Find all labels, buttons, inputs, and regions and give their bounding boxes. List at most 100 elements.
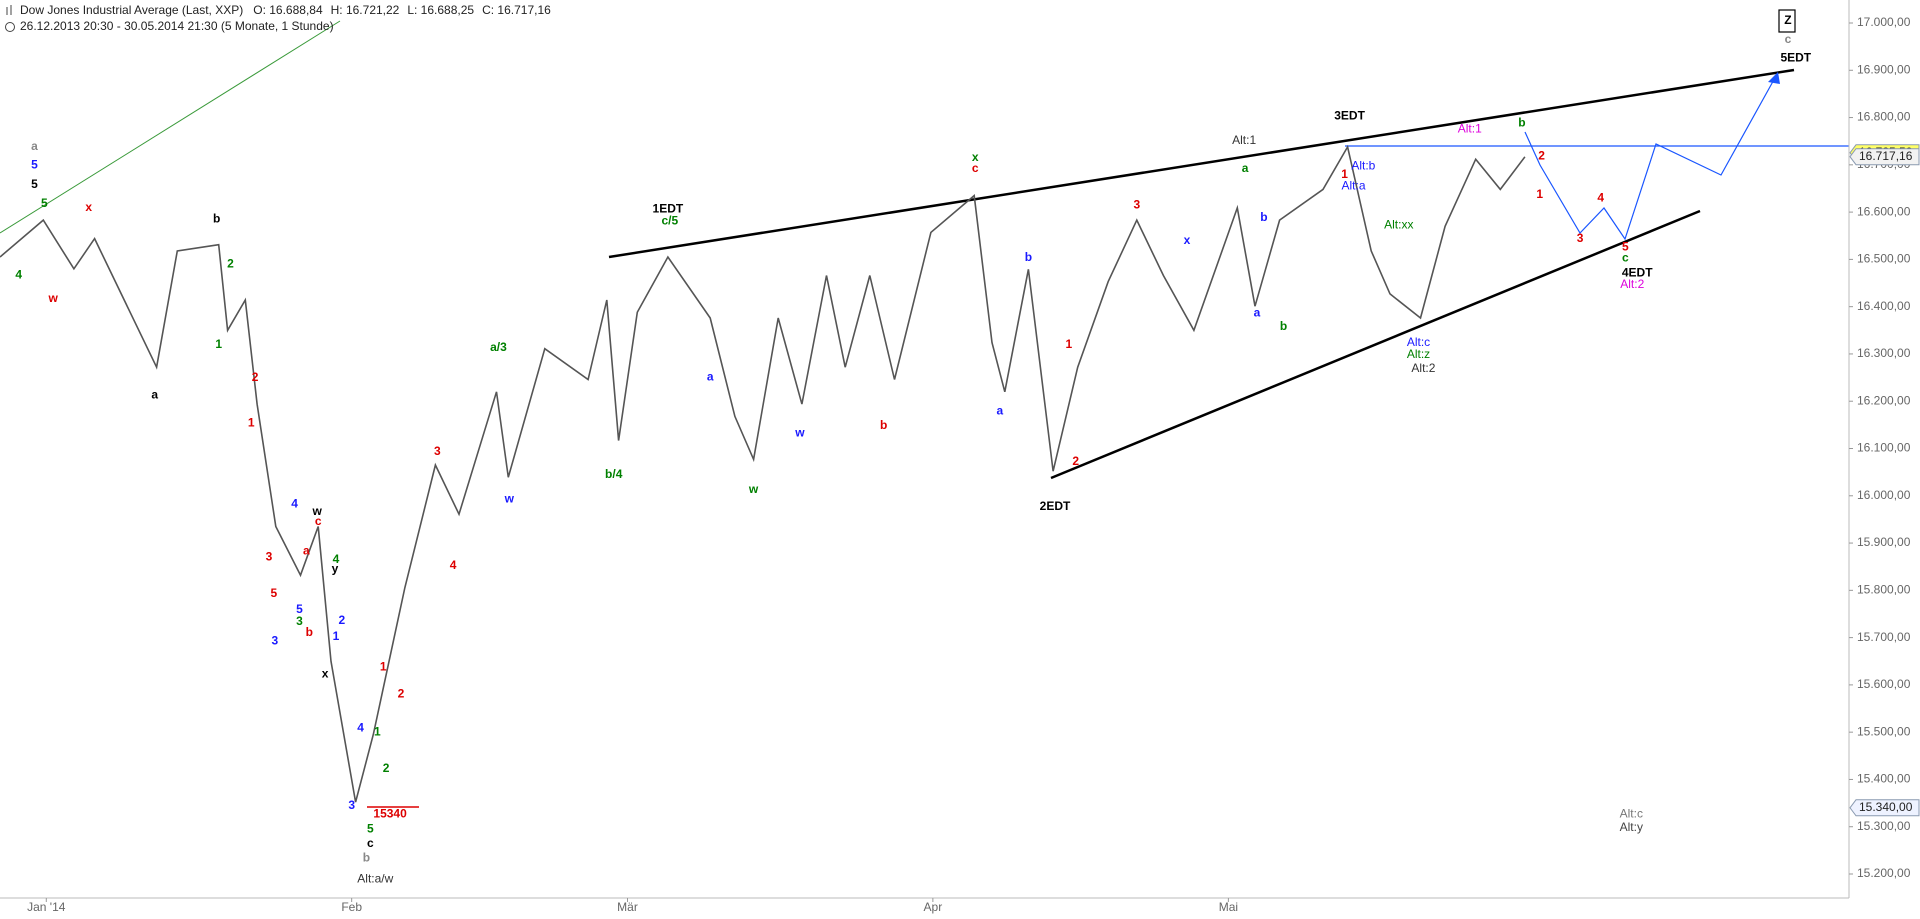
wave-label: 4 — [291, 496, 298, 510]
icons — [5, 5, 15, 32]
wave-label: 3 — [266, 549, 273, 563]
ohlc-label: H: 16.721,22 — [331, 3, 400, 17]
wave-label: a — [31, 139, 38, 153]
wave-label: 5 — [31, 157, 38, 171]
wave-label: 3 — [348, 798, 355, 812]
wave-label: x — [85, 200, 92, 214]
wave-label: c — [972, 161, 979, 175]
wave-label: x — [322, 667, 329, 681]
wave-label: 4EDT — [1622, 265, 1653, 279]
wave-label: x — [972, 150, 979, 164]
wave-label: 2 — [383, 761, 390, 775]
wave-label: c — [1785, 32, 1792, 46]
wave-label: a/3 — [490, 340, 507, 354]
y-tick-label: 15.600,00 — [1857, 677, 1911, 691]
y-tick-label: 15.500,00 — [1857, 724, 1911, 738]
wave-label: b — [1280, 319, 1287, 333]
subtitle: 26.12.2013 20:30 - 30.05.2014 21:30 (5 M… — [20, 19, 334, 33]
price-tag: 16.717,16 — [1849, 148, 1920, 166]
y-tick-label: 16.600,00 — [1857, 204, 1911, 218]
wave-label: 3 — [1133, 198, 1140, 212]
wave-label: a — [1254, 305, 1261, 319]
wave-label: a — [1242, 161, 1249, 175]
wave-label: 3 — [1577, 231, 1584, 245]
wave-label: 3EDT — [1334, 108, 1365, 122]
y-tick-label: 17.000,00 — [1857, 15, 1911, 29]
triangle-lower — [1050, 209, 1701, 480]
y-tick-label: 15.400,00 — [1857, 772, 1911, 786]
wave-label: x — [1184, 233, 1191, 247]
wave-label: 3 — [296, 614, 303, 628]
wave-label: Alt:b — [1351, 158, 1375, 172]
price-line — [0, 144, 1526, 803]
price-tag-label: 16.717,16 — [1859, 149, 1913, 163]
wave-label: 2 — [398, 687, 405, 701]
wave-label: 1 — [1536, 187, 1543, 201]
x-tick-label: Apr — [924, 900, 943, 914]
wave-label: 2 — [338, 613, 345, 627]
wave-label: 5 — [296, 602, 303, 616]
wave-label: 1 — [1065, 337, 1072, 351]
wave-label: b/4 — [605, 467, 623, 481]
y-tick-label: 16.300,00 — [1857, 346, 1911, 360]
price-tag-label: 15.340,00 — [1859, 800, 1913, 814]
wave-label: 2EDT — [1040, 499, 1071, 513]
x-tick-label: Mai — [1219, 900, 1238, 914]
chart-title: Dow Jones Industrial Average (Last, XXP) — [20, 3, 243, 17]
wave-label: 1 — [380, 660, 387, 674]
y-tick-label: 15.800,00 — [1857, 583, 1911, 597]
wave-label: 4 — [450, 558, 457, 572]
wave-label: 15340 — [373, 807, 407, 821]
wave-label: b — [1518, 115, 1525, 129]
wave-label: Z — [1784, 13, 1791, 27]
wave-label: 2 — [252, 370, 259, 384]
x-tick-label: Jan '14 — [27, 900, 66, 914]
wave-label: 3 — [271, 634, 278, 648]
y-tick-label: 16.100,00 — [1857, 441, 1911, 455]
ohlc-labels: O: 16.688,84 H: 16.721,22 L: 16.688,25 C: 1… — [253, 3, 551, 17]
wave-label: a — [151, 388, 158, 402]
wave-label: 5 — [1622, 239, 1629, 253]
wave-label: 4 — [357, 721, 364, 735]
wave-label: 2 — [227, 256, 234, 270]
y-tick-label: 15.200,00 — [1857, 866, 1911, 880]
wave-label: 1 — [333, 629, 340, 643]
y-tick-label: 15.900,00 — [1857, 535, 1911, 549]
wave-label: 1 — [215, 337, 222, 351]
wave-label: 2 — [1538, 148, 1545, 162]
wave-label: a — [707, 369, 714, 383]
wave-label: Alt:2 — [1411, 361, 1435, 375]
wave-label: w — [504, 492, 515, 506]
wave-label: b — [213, 211, 220, 225]
wave-label: b — [880, 418, 887, 432]
wave-label: 1EDT — [653, 201, 684, 215]
wave-label: Alt:1 — [1458, 122, 1482, 136]
y-tick-label: 16.000,00 — [1857, 488, 1911, 502]
wave-label: b — [1025, 250, 1032, 264]
price-tag-box — [1849, 148, 1920, 166]
wave-label: a — [997, 403, 1004, 417]
wave-label: Alt:c — [1407, 335, 1430, 349]
wave-label: w — [794, 426, 805, 440]
ohlc-label: O: 16.688,84 — [253, 3, 323, 17]
wave-label: Alt:y — [1620, 820, 1643, 834]
wave-label: a — [303, 543, 310, 557]
wave-label: c — [315, 514, 322, 528]
wave-label: b — [363, 851, 370, 865]
wave-label: 4 — [333, 552, 340, 566]
wave-label: 5 — [31, 177, 38, 191]
wave-label: 5 — [367, 821, 374, 835]
z-box — [1778, 9, 1796, 33]
wave-label: c — [1622, 251, 1629, 265]
y-tick-label: 16.500,00 — [1857, 252, 1911, 266]
wave-label: 5EDT — [1780, 51, 1811, 65]
ohlc-label: L: 16.688,25 — [407, 3, 474, 17]
wave-label: 1 — [248, 416, 255, 430]
wave-label: b — [306, 625, 313, 639]
wave-label: y — [332, 562, 339, 576]
projection — [1524, 75, 1777, 241]
y-tick-label: 16.800,00 — [1857, 110, 1911, 124]
triangle-upper — [608, 68, 1795, 259]
